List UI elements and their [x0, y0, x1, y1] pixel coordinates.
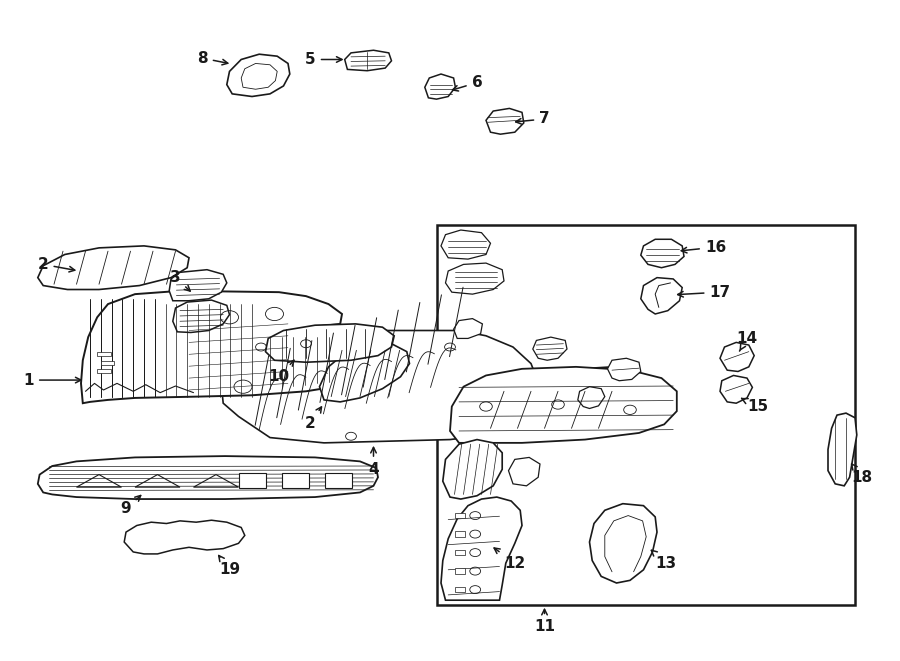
Text: 5: 5 [305, 52, 342, 67]
Polygon shape [446, 263, 504, 294]
Text: 10: 10 [268, 360, 294, 384]
Text: 9: 9 [121, 496, 140, 516]
Text: 17: 17 [678, 285, 731, 299]
Polygon shape [641, 278, 682, 314]
Polygon shape [38, 456, 378, 499]
Polygon shape [241, 63, 277, 89]
Text: 12: 12 [494, 548, 526, 570]
Text: 2: 2 [38, 257, 75, 272]
Text: 4: 4 [368, 447, 379, 477]
Polygon shape [454, 319, 482, 338]
Bar [454, 513, 465, 518]
Text: 14: 14 [736, 331, 758, 351]
Bar [436, 225, 855, 605]
Polygon shape [220, 330, 540, 443]
Polygon shape [76, 475, 122, 487]
Polygon shape [486, 108, 524, 134]
Polygon shape [173, 300, 230, 332]
Polygon shape [194, 475, 238, 487]
Bar [97, 369, 111, 373]
Text: 11: 11 [534, 609, 555, 634]
Bar [454, 587, 465, 592]
Polygon shape [169, 270, 227, 301]
Text: 19: 19 [219, 555, 240, 577]
Bar [238, 473, 266, 488]
Bar [325, 473, 352, 488]
Text: 6: 6 [453, 75, 482, 91]
Text: 13: 13 [652, 550, 677, 570]
Polygon shape [641, 239, 684, 268]
Bar [101, 361, 114, 365]
Polygon shape [124, 520, 245, 554]
Text: 1: 1 [23, 373, 81, 387]
Text: 8: 8 [197, 51, 228, 65]
Polygon shape [441, 230, 491, 259]
Bar [97, 352, 111, 356]
Text: 18: 18 [851, 464, 873, 485]
Text: 7: 7 [516, 112, 550, 126]
Text: 2: 2 [305, 407, 321, 430]
Polygon shape [227, 54, 290, 97]
Polygon shape [135, 475, 180, 487]
Polygon shape [345, 50, 392, 71]
Polygon shape [720, 375, 752, 403]
Polygon shape [38, 246, 189, 290]
Polygon shape [828, 413, 857, 486]
Polygon shape [441, 497, 522, 600]
Polygon shape [81, 291, 360, 403]
Polygon shape [425, 74, 455, 99]
Polygon shape [590, 504, 657, 583]
Bar [454, 568, 465, 574]
Text: 15: 15 [742, 399, 769, 414]
Polygon shape [443, 440, 502, 499]
Polygon shape [320, 344, 410, 402]
Text: 3: 3 [170, 270, 190, 291]
Bar [282, 473, 309, 488]
Polygon shape [533, 337, 567, 360]
Bar [454, 531, 465, 537]
Polygon shape [508, 457, 540, 486]
Polygon shape [608, 358, 641, 381]
Polygon shape [578, 387, 605, 408]
Polygon shape [450, 367, 677, 443]
Bar [454, 550, 465, 555]
Polygon shape [464, 367, 639, 440]
Text: 16: 16 [681, 240, 726, 254]
Polygon shape [720, 342, 754, 371]
Polygon shape [266, 324, 394, 362]
